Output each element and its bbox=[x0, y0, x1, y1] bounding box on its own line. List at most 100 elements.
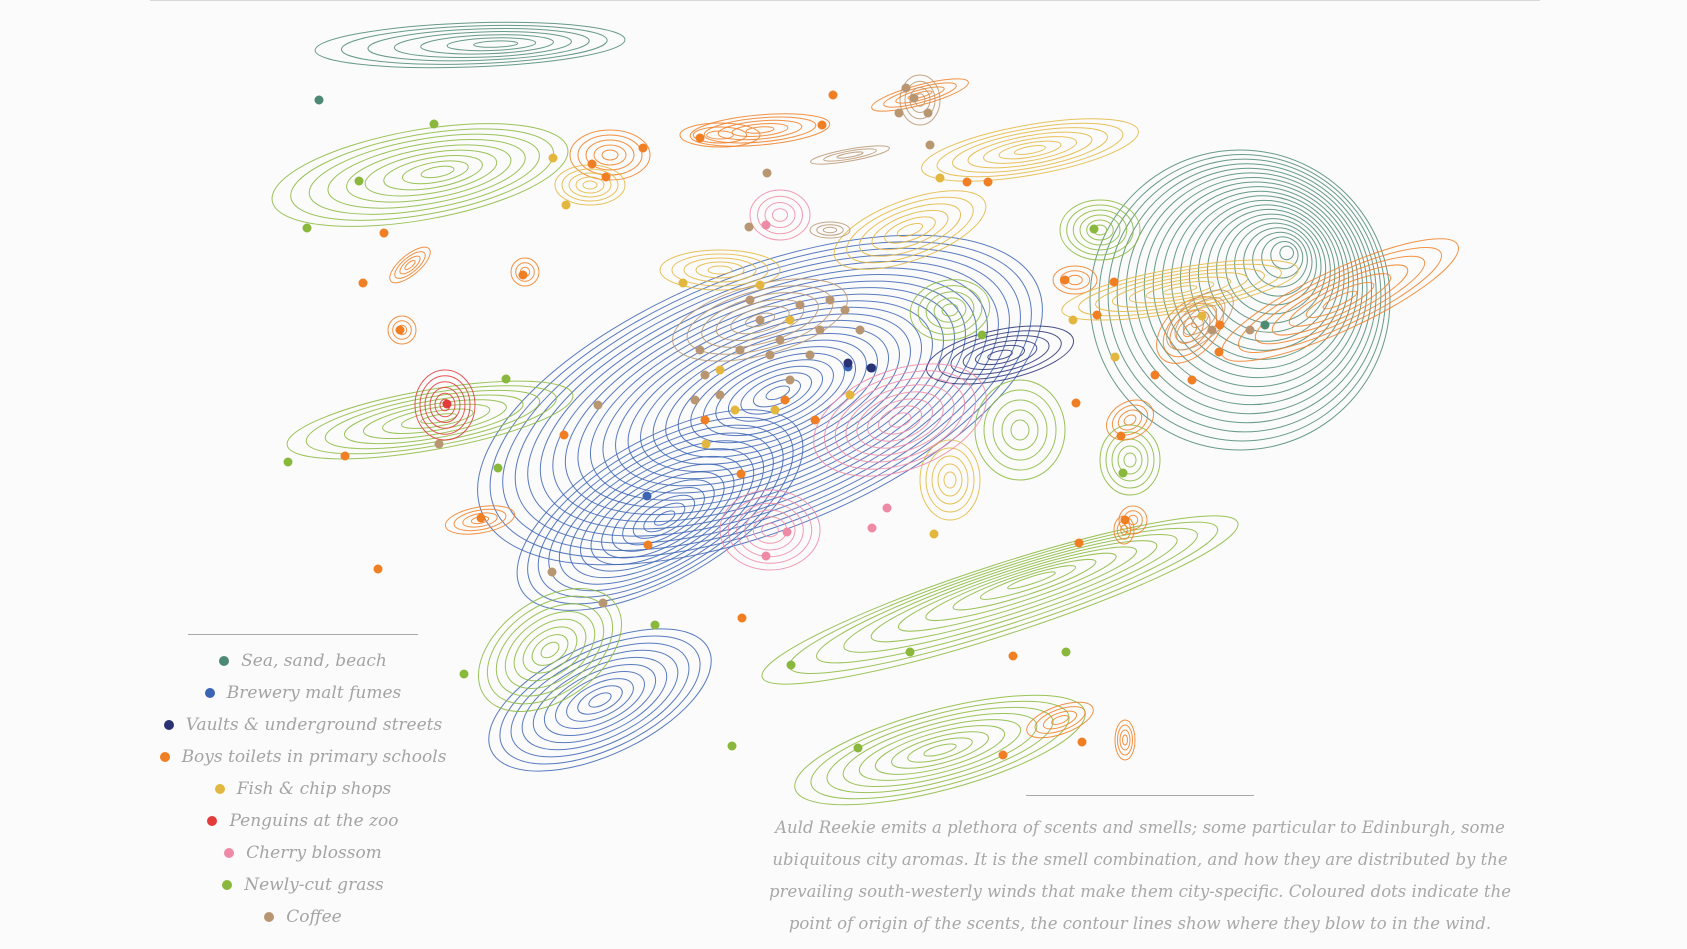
origin-dot-toilets bbox=[828, 90, 838, 100]
contour-line bbox=[1123, 414, 1137, 426]
contour-line bbox=[1114, 719, 1136, 761]
contour-line bbox=[462, 512, 498, 528]
origin-dot-grass bbox=[905, 647, 915, 657]
origin-dot-toilets bbox=[1060, 275, 1070, 285]
legend-item-vaults[interactable]: Vaults & underground streets bbox=[163, 709, 442, 741]
legend-dot-icon bbox=[204, 688, 215, 698]
legend-label: Fish & chip shops bbox=[236, 779, 392, 799]
contour-group-grass bbox=[1099, 424, 1161, 496]
origin-dot-fish bbox=[1110, 352, 1120, 362]
contour-line bbox=[1270, 241, 1299, 270]
contour-group-toilets bbox=[1106, 399, 1154, 441]
contour-line bbox=[1059, 270, 1091, 290]
contour-group-toilets bbox=[1052, 265, 1098, 295]
contour-line bbox=[1288, 273, 1392, 327]
origin-dot-fish bbox=[548, 153, 558, 163]
origin-dot-fish bbox=[561, 200, 571, 210]
contour-line bbox=[671, 253, 769, 287]
origin-dot-fish bbox=[785, 315, 795, 325]
origin-dot-coffee bbox=[894, 108, 904, 118]
contour-group-vaults bbox=[925, 325, 1075, 385]
contour-line bbox=[585, 139, 635, 171]
contour-line bbox=[1034, 706, 1086, 734]
contour-line bbox=[659, 249, 781, 291]
contour-line bbox=[744, 509, 796, 551]
contour-line bbox=[1051, 715, 1069, 725]
contour-line bbox=[1014, 145, 1046, 155]
contour-line bbox=[679, 122, 761, 148]
origin-dot-toilets bbox=[1077, 737, 1087, 747]
contour-line bbox=[1089, 149, 1391, 451]
contour-line bbox=[540, 641, 560, 659]
contour-line bbox=[715, 359, 834, 429]
legend-item-penguins[interactable]: Penguins at the zoo bbox=[188, 805, 418, 837]
contour-line bbox=[1086, 219, 1114, 241]
contour-line bbox=[897, 546, 1137, 632]
origin-dot-grass bbox=[650, 620, 660, 630]
contour-line bbox=[871, 78, 969, 112]
origin-dot-coffee bbox=[805, 350, 815, 360]
contour-line bbox=[822, 226, 838, 234]
contour-line bbox=[1066, 204, 1134, 256]
legend-item-fish[interactable]: Fish & chip shops bbox=[188, 773, 418, 805]
legend-item-grass[interactable]: Newly-cut grass bbox=[188, 869, 418, 901]
contour-lines bbox=[271, 21, 1460, 806]
contour-line bbox=[1125, 167, 1373, 415]
contour-line bbox=[1261, 236, 1304, 279]
contour-group-grass bbox=[761, 515, 1239, 685]
origin-dot-toilets bbox=[1116, 431, 1126, 441]
legend-item-coffee[interactable]: Coffee bbox=[188, 901, 418, 933]
contour-line bbox=[764, 202, 796, 228]
contour-line bbox=[727, 365, 824, 422]
contour-line bbox=[531, 634, 569, 666]
contour-line bbox=[925, 291, 975, 329]
contour-line bbox=[569, 448, 755, 579]
legend-item-blossom[interactable]: Cherry blossom bbox=[188, 837, 418, 869]
contour-line bbox=[1079, 214, 1121, 246]
origin-dot-fish bbox=[935, 173, 945, 183]
contour-line bbox=[1061, 259, 1299, 321]
contour-line bbox=[727, 496, 813, 564]
origin-dot-vaults bbox=[843, 358, 853, 368]
contour-group-sea bbox=[314, 21, 626, 69]
contour-line bbox=[444, 505, 516, 535]
contour-line bbox=[555, 671, 645, 729]
contour-line bbox=[858, 719, 1022, 781]
contour-group-toilets bbox=[1114, 719, 1136, 761]
origin-dot-coffee bbox=[855, 325, 865, 335]
contour-line bbox=[706, 130, 734, 140]
contour-line bbox=[1072, 209, 1128, 251]
legend-label: Brewery malt fumes bbox=[226, 683, 402, 703]
origin-dot-coffee bbox=[815, 325, 825, 335]
contour-line bbox=[765, 385, 791, 401]
contour-line bbox=[823, 370, 977, 470]
origin-dot-grass bbox=[493, 463, 503, 473]
contour-line bbox=[1271, 264, 1409, 336]
contour-line bbox=[1095, 268, 1265, 312]
contour-line bbox=[510, 642, 690, 758]
contour-line bbox=[1207, 208, 1331, 333]
contour-line bbox=[1237, 246, 1443, 354]
contour-line bbox=[833, 190, 987, 270]
origin-dot-toilets bbox=[559, 430, 569, 440]
contour-line bbox=[692, 126, 748, 144]
origin-dot-grass bbox=[786, 660, 796, 670]
legend-item-toilets[interactable]: Boys toilets in primary schools bbox=[159, 741, 446, 773]
contour-line bbox=[701, 292, 819, 348]
legend-item-malt[interactable]: Brewery malt fumes bbox=[188, 677, 418, 709]
contour-line bbox=[1161, 186, 1354, 379]
contour-line bbox=[290, 128, 555, 221]
contour-line bbox=[745, 126, 775, 134]
origin-dot-sea bbox=[314, 95, 324, 105]
contour-line bbox=[404, 260, 416, 270]
contour-line bbox=[1216, 213, 1327, 324]
origin-dot-coffee bbox=[785, 375, 795, 385]
origin-dot-toilets bbox=[695, 133, 705, 143]
contour-line bbox=[577, 287, 955, 508]
contour-line bbox=[1119, 729, 1131, 751]
contour-line bbox=[1042, 710, 1078, 730]
contour-line bbox=[516, 409, 804, 611]
contour-line bbox=[690, 346, 857, 444]
contour-group-sea bbox=[1089, 149, 1391, 451]
legend-item-sea[interactable]: Sea, sand, beach bbox=[188, 645, 418, 677]
